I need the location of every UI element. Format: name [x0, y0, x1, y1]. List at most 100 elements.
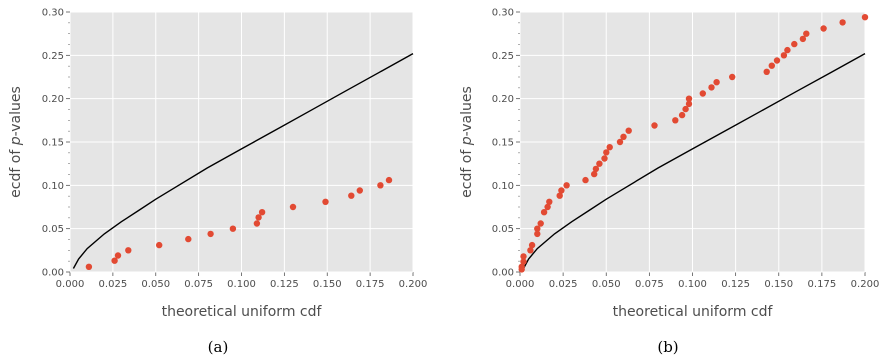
data-point — [682, 105, 689, 113]
data-point — [651, 122, 658, 129]
reference-curve — [522, 52, 866, 269]
data-point — [111, 257, 118, 264]
data-point — [803, 30, 810, 37]
y-tick-label: 0.05 — [492, 224, 514, 235]
data-point — [601, 155, 608, 162]
data-point — [385, 176, 393, 184]
data-point — [773, 57, 781, 64]
data-point — [255, 214, 262, 221]
data-point — [591, 170, 598, 178]
x-tick-label: 0.125 — [721, 279, 750, 290]
y-tick-label: 0.05 — [42, 224, 64, 235]
x-tick-label: 0.000 — [506, 279, 535, 290]
data-point — [534, 230, 541, 238]
chart-panel-a: 0.000 0.025 0.050 0.075 0.100 0.125 0.150 0.175… — [8, 8, 427, 357]
data-point — [229, 225, 237, 232]
data-point — [207, 230, 214, 238]
data-point — [537, 220, 544, 227]
data-point — [534, 225, 541, 232]
data-point — [563, 182, 570, 189]
data-point — [699, 90, 706, 97]
data-point — [791, 40, 798, 48]
y-tick-label: 0.00 — [42, 268, 64, 279]
y-axis-title-italic: p — [8, 136, 24, 146]
x-tick-label: 0.100 — [227, 279, 256, 290]
y-axis-title: ecdf of p-values — [8, 86, 24, 198]
data-point — [596, 160, 603, 167]
y-tick-label: 0.15 — [492, 138, 514, 149]
data-point — [861, 14, 869, 21]
y-axis-title: ecdf of p-values — [459, 86, 475, 198]
data-point — [780, 52, 788, 59]
data-point — [258, 209, 266, 216]
x-tick-label: 0.150 — [313, 279, 342, 290]
y-tick-label: 0.10 — [42, 181, 64, 192]
x-tick-label: 0.050 — [592, 279, 621, 290]
y-tick-label: 0.15 — [42, 138, 64, 149]
data-point — [625, 127, 632, 134]
data-point — [582, 176, 589, 184]
data-point — [603, 149, 610, 156]
data-point — [156, 241, 163, 249]
y-tick-label: 0.20 — [492, 94, 514, 105]
data-point — [606, 144, 613, 151]
data-point — [616, 138, 624, 146]
data-point — [540, 209, 548, 216]
x-tick-label: 0.200 — [399, 279, 428, 290]
panel-caption: (b) — [657, 338, 678, 356]
y-axis-title-italic: p — [459, 136, 475, 146]
data-point — [768, 62, 775, 69]
x-axis-title: theoretical uniform cdf — [613, 304, 774, 320]
data-point — [678, 111, 686, 119]
y-axis-title-suffix: -values — [8, 86, 24, 136]
data-point — [185, 235, 192, 243]
y-tick-label: 0.30 — [42, 8, 64, 19]
x-axis-title: theoretical uniform cdf — [162, 304, 323, 320]
data-point — [708, 84, 715, 91]
data-point — [685, 95, 693, 102]
data-point — [685, 100, 693, 108]
data-point — [377, 182, 384, 189]
data-point — [356, 187, 363, 194]
data-point — [544, 203, 551, 211]
data-point — [322, 198, 329, 205]
data-point — [799, 35, 807, 43]
x-tick-label: 0.125 — [270, 279, 299, 290]
x-tick-label: 0.025 — [99, 279, 128, 290]
data-point — [520, 253, 527, 260]
y-tick-label: 0.30 — [492, 8, 514, 19]
y-axis-title-prefix: ecdf of — [8, 145, 24, 198]
y-axis-title-suffix: -values — [459, 86, 475, 136]
x-tick-label: 0.175 — [356, 279, 385, 290]
data-point — [556, 192, 563, 199]
y-tick-label: 0.20 — [42, 94, 64, 105]
data-point — [348, 192, 355, 199]
x-tick-label: 0.075 — [184, 279, 213, 290]
data-point — [729, 73, 736, 81]
data-point — [520, 258, 527, 265]
y-axis-title-prefix: ecdf of — [459, 145, 475, 198]
data-point — [620, 133, 627, 140]
data-point — [518, 263, 525, 270]
data-point — [546, 198, 553, 205]
x-tick-label: 0.100 — [678, 279, 707, 290]
data-point — [528, 241, 536, 249]
data-point — [527, 247, 534, 254]
x-tick-label: 0.025 — [549, 279, 578, 290]
y-tick-label: 0.25 — [42, 51, 64, 62]
x-tick-label: 0.200 — [851, 279, 880, 290]
y-tick-label: 0.00 — [492, 268, 514, 279]
chart-panel-b: 0.000 0.025 0.050 0.075 0.100 0.125 0.150 0.175… — [459, 8, 879, 357]
x-tick-label: 0.000 — [56, 279, 85, 290]
data-point — [784, 46, 791, 54]
data-point — [85, 263, 93, 270]
data-point — [839, 19, 846, 26]
reference-curve — [72, 52, 414, 269]
data-point — [592, 165, 600, 173]
data-point — [672, 117, 679, 124]
x-tick-label: 0.175 — [808, 279, 837, 290]
data-point — [114, 252, 122, 259]
data-point — [289, 203, 297, 211]
x-tick-label: 0.075 — [635, 279, 664, 290]
